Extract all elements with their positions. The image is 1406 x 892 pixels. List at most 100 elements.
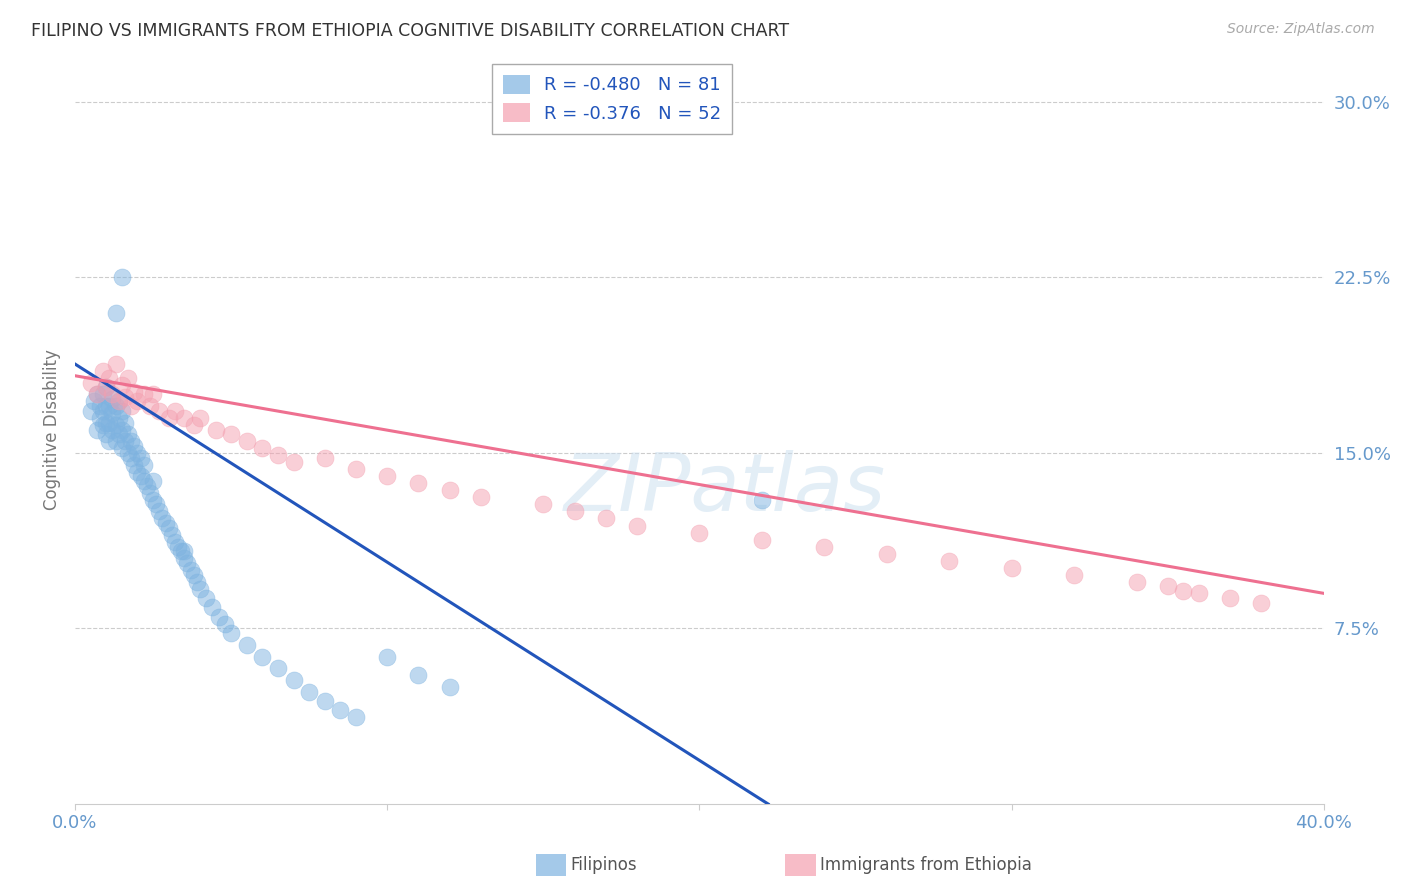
Point (173, 410, 195, 425)
Point (111, 423, 134, 437)
Point (117, 446, 139, 460)
Text: Source: ZipAtlas.com: Source: ZipAtlas.com (1227, 22, 1375, 37)
Point (157, 521, 180, 535)
Point (1157, 579, 1180, 593)
Point (408, 476, 430, 491)
Point (188, 410, 211, 425)
Text: FILIPINO VS IMMIGRANTS FROM ETHIOPIA COGNITIVE DISABILITY CORRELATION CHART: FILIPINO VS IMMIGRANTS FROM ETHIOPIA COG… (31, 22, 789, 40)
Point (173, 544, 195, 558)
Point (751, 492, 773, 507)
Point (1001, 560, 1024, 574)
Point (314, 694, 336, 708)
Point (813, 540, 835, 554)
Point (86, 387, 108, 401)
Point (148, 504, 170, 518)
Point (235, 638, 257, 652)
Point (314, 450, 336, 465)
Point (173, 551, 195, 566)
Point (157, 410, 180, 425)
Point (91, 387, 114, 401)
Point (160, 528, 183, 542)
Point (107, 427, 129, 442)
Point (183, 417, 205, 432)
Point (132, 474, 155, 488)
Point (470, 491, 492, 505)
Point (114, 390, 136, 404)
Text: Filipinos: Filipinos (571, 856, 637, 874)
Point (104, 305, 127, 319)
Point (267, 448, 290, 462)
Point (101, 423, 124, 437)
Point (120, 399, 142, 413)
Point (96, 416, 118, 430)
Point (96, 380, 118, 394)
Point (101, 387, 124, 401)
Point (142, 474, 165, 488)
Point (195, 591, 218, 605)
Point (375, 649, 398, 664)
Point (219, 427, 242, 442)
Point (564, 504, 586, 518)
Point (155, 516, 177, 531)
Point (96, 427, 118, 442)
Point (117, 427, 139, 442)
Point (104, 434, 127, 449)
Point (127, 465, 149, 479)
Legend: R = -0.480   N = 81, R = -0.376   N = 52: R = -0.480 N = 81, R = -0.376 N = 52 (492, 64, 733, 134)
Point (96, 399, 118, 413)
Point (167, 540, 190, 554)
Point (120, 450, 142, 465)
Point (1063, 567, 1085, 582)
Point (129, 450, 152, 465)
Point (79, 376, 101, 390)
Point (751, 533, 773, 547)
Text: ZIPatlas: ZIPatlas (564, 450, 886, 528)
Point (163, 404, 186, 418)
Point (207, 609, 229, 624)
Point (114, 434, 136, 449)
Point (104, 357, 127, 371)
Point (626, 518, 648, 533)
Point (1173, 584, 1195, 599)
Point (89, 399, 111, 413)
Point (86, 387, 108, 401)
Point (98, 399, 121, 413)
Point (938, 553, 960, 567)
Point (104, 399, 127, 413)
Point (111, 378, 134, 392)
Point (148, 404, 170, 418)
Point (124, 458, 146, 472)
Point (91, 364, 114, 378)
Point (408, 668, 430, 682)
Point (176, 556, 198, 570)
Point (163, 534, 186, 549)
Point (98, 434, 121, 449)
Point (298, 684, 321, 698)
Point (142, 387, 165, 401)
Point (107, 394, 129, 409)
Point (124, 439, 146, 453)
Point (107, 394, 129, 409)
Point (186, 574, 208, 589)
Point (91, 404, 114, 418)
Point (267, 661, 290, 675)
Point (98, 416, 121, 430)
Point (83, 394, 105, 409)
Point (688, 525, 710, 540)
Point (127, 394, 149, 409)
Point (180, 563, 202, 577)
Point (252, 442, 274, 456)
Point (219, 626, 242, 640)
Point (124, 385, 146, 400)
Point (1188, 586, 1211, 600)
Point (375, 469, 398, 483)
Point (214, 616, 236, 631)
Point (201, 600, 224, 615)
Point (283, 455, 305, 469)
Point (98, 371, 121, 385)
Point (139, 399, 162, 413)
Point (96, 380, 118, 394)
Point (107, 410, 129, 425)
Point (117, 371, 139, 385)
Point (104, 417, 127, 432)
